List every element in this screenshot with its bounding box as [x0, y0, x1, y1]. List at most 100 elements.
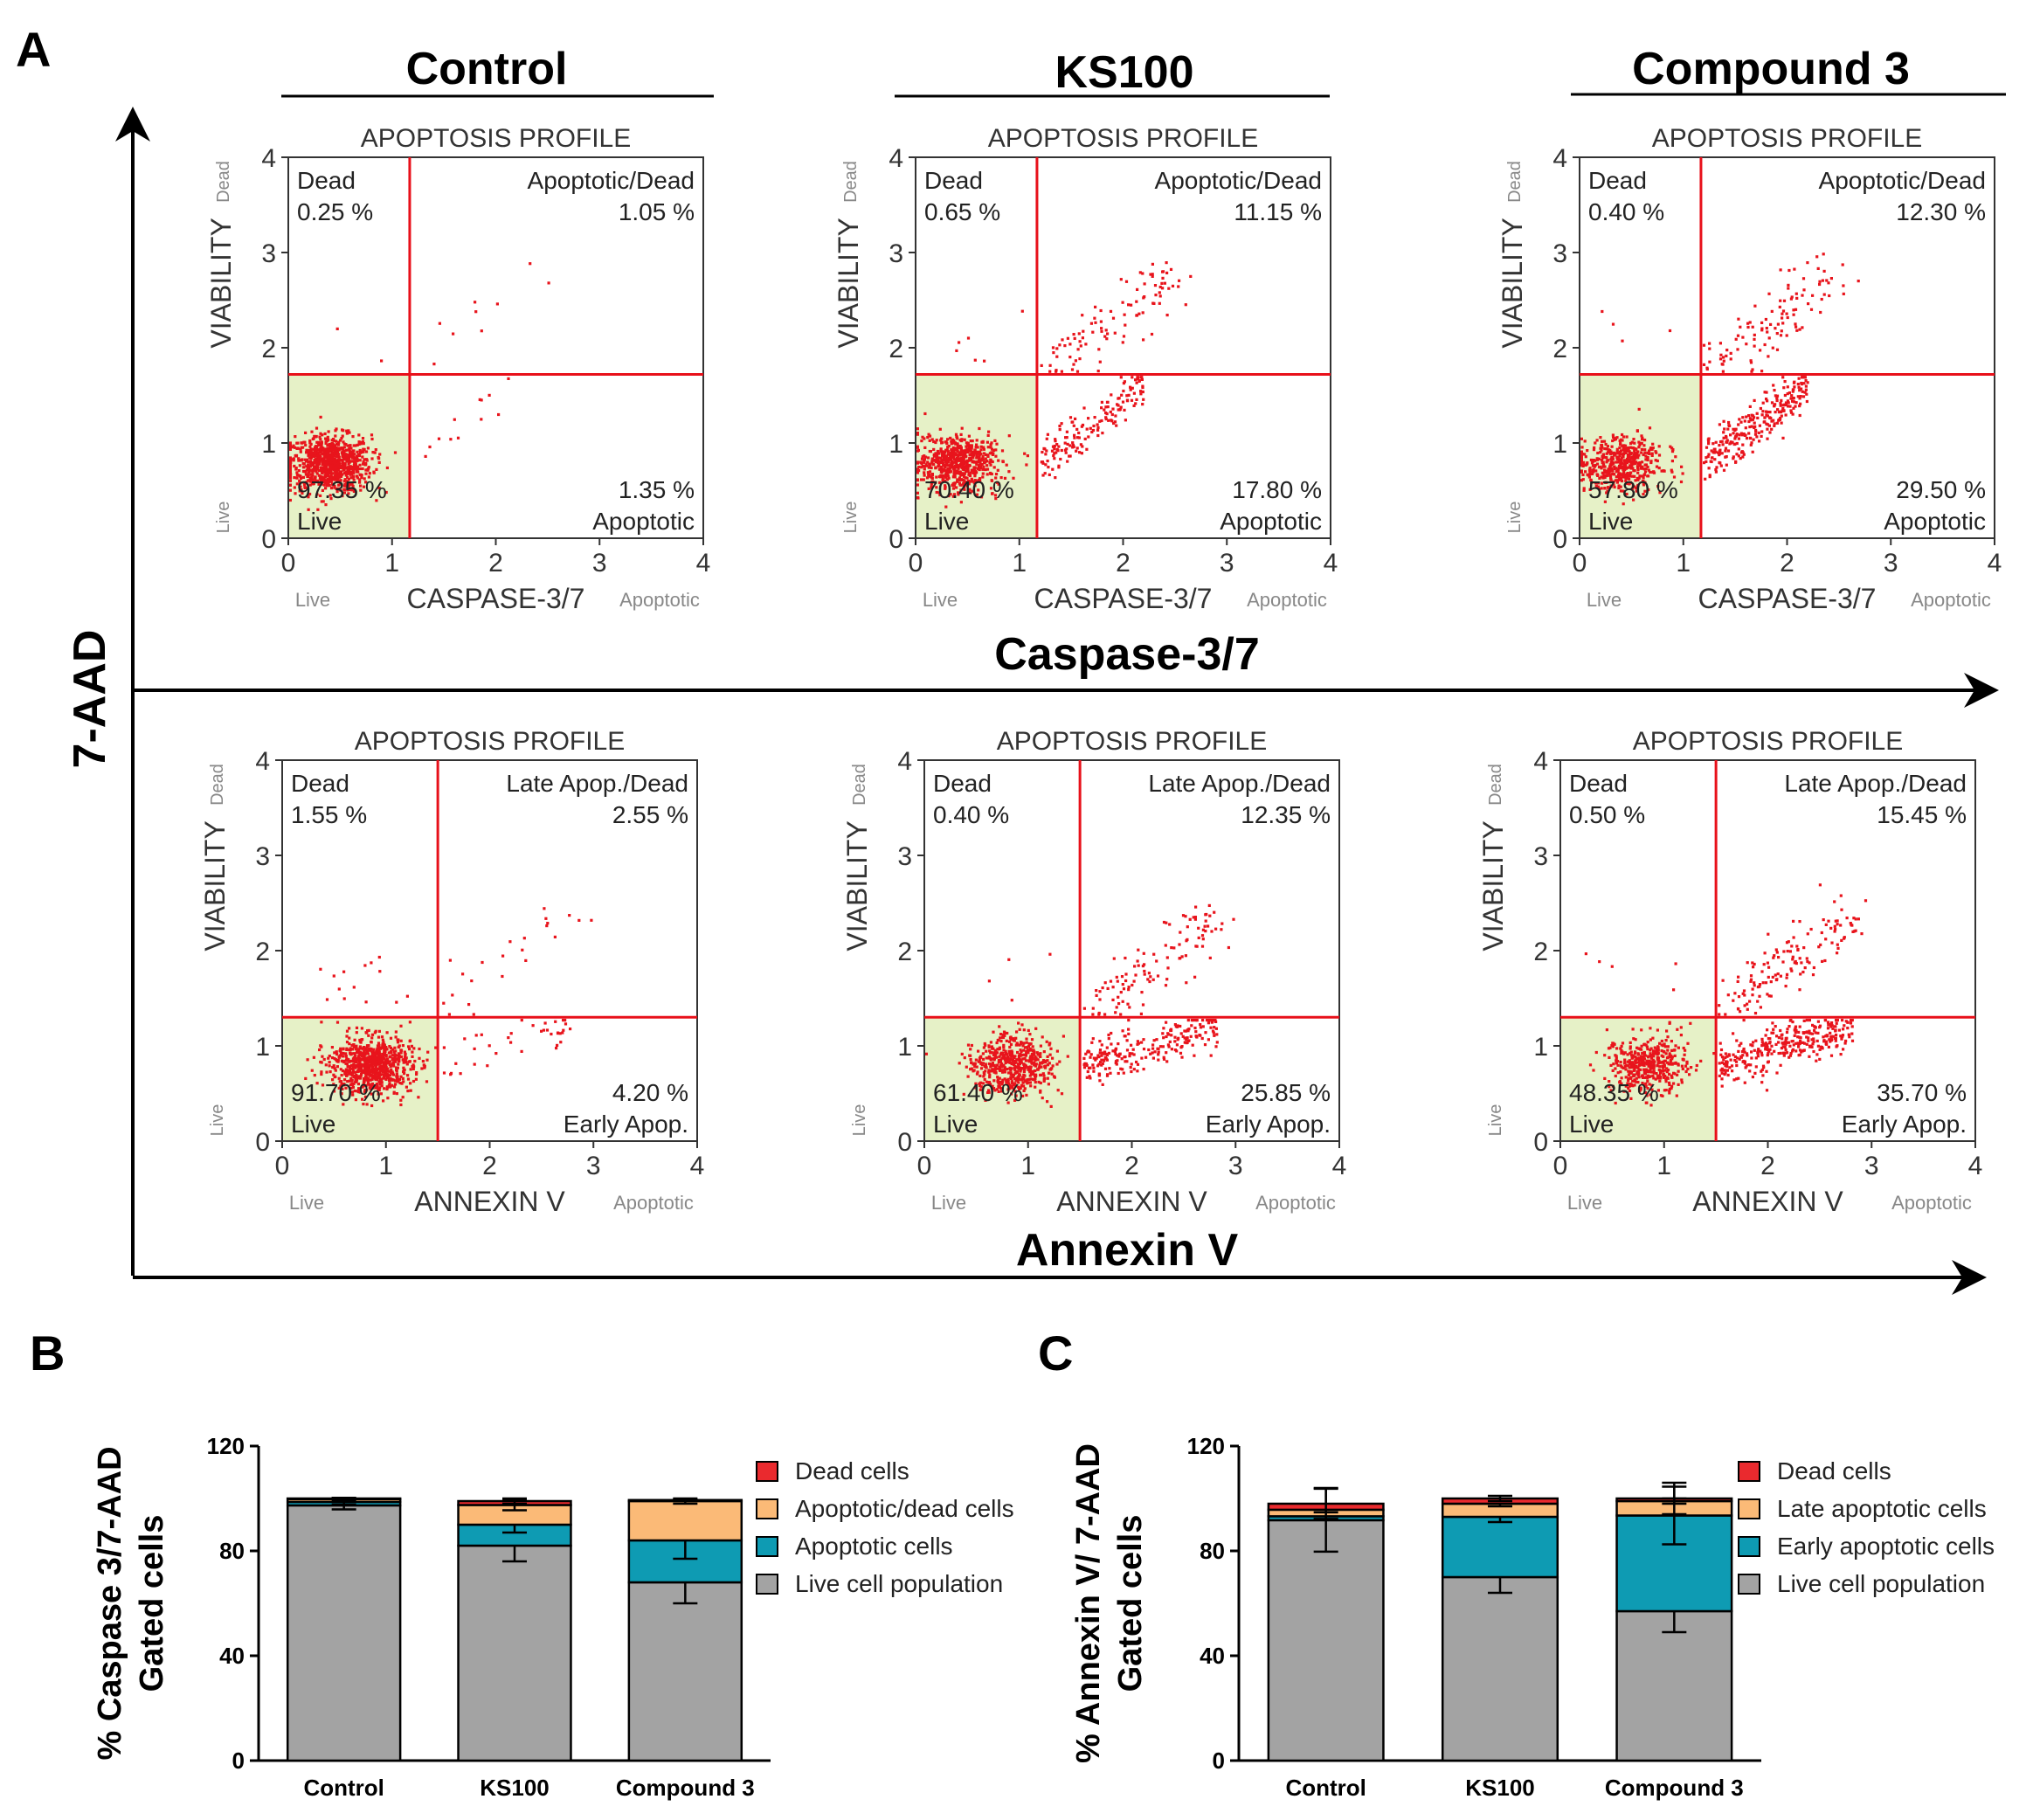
scatter-dot: [1650, 447, 1654, 451]
scatter-dot: [1101, 432, 1104, 435]
scatter-dot: [371, 1066, 375, 1070]
scatter-dot: [1679, 1034, 1683, 1037]
scatter-dot: [327, 430, 330, 433]
scatter-dot: [982, 1046, 985, 1049]
scatter-dot: [356, 1083, 360, 1086]
scatter-dot: [341, 460, 344, 464]
scatter-dot: [1010, 1051, 1014, 1055]
scatter-dot: [1193, 916, 1197, 919]
scatter-dot: [415, 1071, 418, 1075]
scatter-dot: [1648, 1083, 1651, 1086]
scatter-dot: [384, 1062, 388, 1065]
scatter-dot: [1022, 1028, 1026, 1032]
scatter-dot: [1139, 392, 1143, 396]
scatter-dot: [1792, 406, 1795, 410]
scatter-dot: [361, 1054, 364, 1057]
scatter-dot: [1798, 413, 1801, 418]
scatter-dot: [1090, 1041, 1094, 1044]
scatter-dot: [1767, 336, 1771, 340]
scatter-dot: [375, 1084, 378, 1088]
scatter-dot: [1633, 1052, 1637, 1055]
scatter-dot: [1028, 1033, 1032, 1036]
scatter-dot: [1091, 1037, 1095, 1041]
scatter-dot: [410, 1044, 413, 1048]
scatter-dot: [1163, 281, 1166, 285]
scatter-dot: [1680, 1064, 1684, 1068]
scatter-dot: [363, 964, 367, 967]
scatter-dot: [1600, 443, 1604, 447]
scatter-dot: [1779, 334, 1783, 337]
scatter-dot: [345, 1047, 349, 1050]
scatter-dot: [1130, 1043, 1133, 1047]
scatter-dot: [363, 1055, 366, 1059]
scatter-dot: [447, 1013, 451, 1016]
scatter-dot: [1165, 261, 1168, 265]
scatter-dot: [358, 459, 362, 462]
scatter-dot: [1602, 439, 1607, 443]
scatter-dot: [288, 459, 292, 462]
scatter-dot: [1748, 321, 1752, 324]
scatter-dot: [1149, 1052, 1152, 1055]
scatter-dot: [1021, 1094, 1025, 1097]
scatter-dot: [399, 1048, 404, 1052]
scatter-dot: [358, 481, 362, 484]
scatter-dot: [981, 1062, 985, 1065]
scatter-dot: [397, 1052, 401, 1055]
scatter-dot: [1753, 337, 1756, 341]
scatter-dot: [987, 979, 991, 983]
scatter-dot: [340, 437, 343, 440]
scatter-dot: [994, 448, 998, 452]
scatter-dot: [957, 454, 960, 458]
scatter-dot: [324, 471, 328, 474]
scatter-dot: [1591, 472, 1594, 475]
scatter-dot: [1807, 302, 1810, 306]
scatter-dot: [366, 467, 370, 470]
scatter-dot: [331, 1078, 335, 1082]
scatter-dot: [1750, 441, 1753, 445]
scatter-dot: [1140, 1056, 1144, 1060]
scatter-dot: [927, 487, 930, 490]
scatter-dot: [395, 1069, 398, 1073]
scatter-dot: [1127, 986, 1131, 989]
scatter-dot: [1204, 1031, 1207, 1035]
scatter-dot: [328, 442, 331, 446]
scatter-dot: [391, 1048, 394, 1051]
scatter-dot: [305, 481, 308, 484]
scatter-dot: [1705, 456, 1708, 460]
scatter-dot: [1787, 283, 1790, 287]
scatter-dot: [1115, 424, 1118, 427]
scatter-dot: [1765, 413, 1768, 417]
scatter-dot: [922, 459, 925, 462]
scatter-dot: [967, 472, 972, 475]
quadrant-value-dead: 0.25 %: [297, 198, 373, 225]
scatter-dot: [1652, 470, 1656, 474]
scatter-dot: [364, 1073, 368, 1076]
scatter-dot: [1078, 340, 1082, 343]
scatter-dot: [1137, 964, 1140, 967]
scatter-dot: [1637, 446, 1641, 449]
scatter-dot: [454, 1062, 458, 1065]
scatter-dot: [1135, 1060, 1138, 1064]
scatter-dot: [325, 448, 328, 452]
scatter-dot: [290, 458, 294, 461]
scatter-dot: [364, 1000, 368, 1004]
x-tick-label: 1: [378, 1152, 393, 1180]
scatter-dot: [391, 1054, 394, 1057]
scatter-dot: [1128, 1052, 1131, 1055]
scatter-dot: [420, 1067, 424, 1070]
scatter-dot: [1128, 1006, 1131, 1009]
quadrant-value-dead: 0.40 %: [1588, 198, 1664, 225]
scatter-dot: [328, 1061, 331, 1064]
scatter-dot: [1635, 1046, 1639, 1049]
scatter-dot: [361, 455, 364, 459]
scatter-dot: [952, 493, 957, 496]
scatter-dot: [1017, 1021, 1020, 1025]
scatter-dot: [1100, 1054, 1103, 1057]
scatter-dot: [1054, 439, 1057, 443]
scatter-dot: [299, 447, 302, 451]
scatter-dot: [339, 479, 342, 482]
scatter-dot: [1616, 479, 1620, 482]
scatter-dot: [991, 453, 994, 456]
scatter-dot: [342, 480, 346, 483]
scatter-dot: [998, 1055, 1001, 1058]
